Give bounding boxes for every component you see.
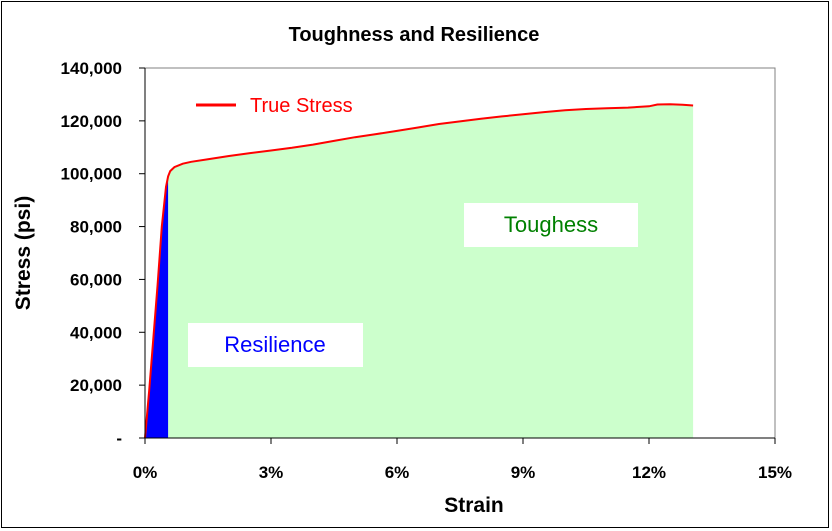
resilience-label: Resilience xyxy=(224,332,326,357)
y-tick-label: 40,000 xyxy=(70,323,122,342)
series-line-true-stress xyxy=(144,103,694,439)
toughness-annotation: Toughess xyxy=(464,203,638,247)
x-tick-label: 9% xyxy=(511,463,536,482)
x-axis-title: Strain xyxy=(444,494,504,517)
series-layer xyxy=(144,103,694,439)
y-tick-label: 140,000 xyxy=(61,59,122,78)
resilience-label-box xyxy=(188,323,363,367)
legend: True Stress xyxy=(187,88,377,122)
x-tick-label: 6% xyxy=(385,463,410,482)
chart-title: Toughness and Resilience xyxy=(289,24,540,46)
y-axis-ticks: - 20,000 40,000 60,000 80,000 100,000 120,000 1… xyxy=(61,59,145,448)
x-tick-label: 12% xyxy=(632,463,666,482)
x-tick-label: 15% xyxy=(758,463,792,482)
y-tick-label: 20,000 xyxy=(70,376,122,395)
y-tick-label: 80,000 xyxy=(70,218,122,237)
x-axis-ticks: 0% 3% 6% 9% 12% 15% xyxy=(133,438,792,482)
y-axis-title: Stress (psi) xyxy=(12,196,35,310)
resilience-annotation: Resilience xyxy=(188,323,363,367)
x-tick-label: 0% xyxy=(133,463,158,482)
y-tick-label: 100,000 xyxy=(61,165,122,184)
y-tick-label: - xyxy=(116,429,122,448)
toughness-label-box xyxy=(464,203,638,247)
toughness-label: Toughess xyxy=(504,212,598,237)
y-tick-label: 120,000 xyxy=(61,112,122,131)
y-tick-label: 60,000 xyxy=(70,270,122,289)
legend-label-true-stress: True Stress xyxy=(250,95,353,117)
x-tick-label: 3% xyxy=(259,463,284,482)
